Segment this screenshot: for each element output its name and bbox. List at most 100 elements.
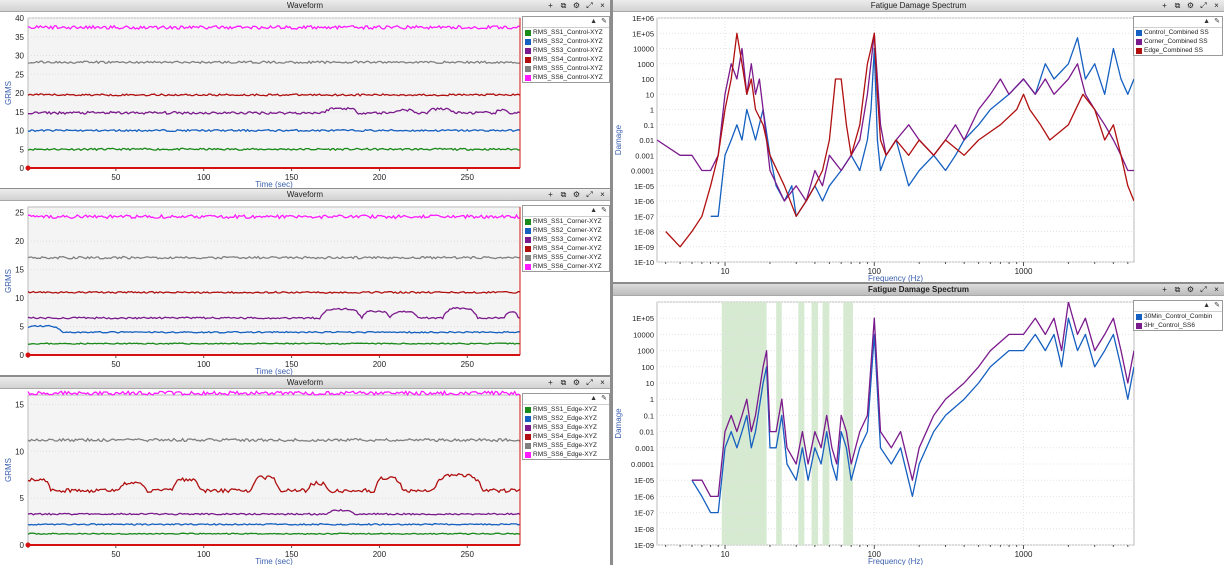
waveform-chart[interactable]: 0 5 10 15 20 25 30 35 40 50 100 150 200 250 Time (sec)… (0, 12, 610, 188)
x-tick-label: 10 (721, 267, 730, 276)
waveform-chart[interactable]: 0 5 10 15 20 25 50 100 150 200 250 Time (sec) GRMS (0, 201, 610, 375)
legend-item[interactable]: RMS_SS3_Corner-XYZ (523, 235, 609, 244)
series-line (27, 290, 520, 294)
edit-icon[interactable]: ✎ (601, 18, 607, 25)
series-line (28, 106, 521, 116)
legend-label: RMS_SS2_Control-XYZ (533, 38, 603, 45)
legend-item[interactable]: RMS_SS6_Corner-XYZ (523, 262, 609, 271)
y-tick-label: 35 (15, 33, 24, 42)
legend-item[interactable]: Edge_Combined SS (1134, 46, 1222, 55)
copy-icon[interactable]: ⧉ (560, 190, 567, 199)
add-icon[interactable]: + (1162, 1, 1167, 10)
y-tick-label: 10 (646, 379, 654, 388)
legend-label: RMS_SS3_Edge-XYZ (533, 424, 597, 431)
legend-item[interactable]: RMS_SS2_Control-XYZ (523, 37, 609, 46)
legend-item[interactable]: RMS_SS3_Edge-XYZ (523, 423, 609, 432)
legend-item[interactable]: RMS_SS4_Edge-XYZ (523, 432, 609, 441)
collapse-icon[interactable]: ▲ (1203, 18, 1210, 25)
legend-item[interactable]: 3Hr_Control_SS6 (1134, 321, 1222, 330)
maximize-icon[interactable]: ⤢ (586, 190, 593, 199)
gear-icon[interactable]: ⚙ (572, 190, 581, 199)
copy-icon[interactable]: ⧉ (1174, 285, 1181, 294)
edit-icon[interactable]: ✎ (601, 207, 607, 214)
x-tick-label: 200 (373, 173, 387, 182)
legend-header: ▲ ✎ (1134, 17, 1222, 28)
panel-titlebar[interactable]: Waveform + ⧉ ⚙ ⤢ × (0, 377, 610, 389)
collapse-icon[interactable]: ▲ (1203, 302, 1210, 309)
legend-item[interactable]: RMS_SS6_Edge-XYZ (523, 450, 609, 459)
close-icon[interactable]: × (600, 378, 605, 387)
add-icon[interactable]: + (548, 190, 553, 199)
legend-item[interactable]: Control_Combined SS (1134, 28, 1222, 37)
y-tick-label: 1E-06 (634, 492, 654, 501)
panel-titlebar[interactable]: Fatigue Damage Spectrum + ⧉ ⚙ ⤢ × (613, 0, 1224, 12)
legend-item[interactable]: 30Min_Control_Combin (1134, 312, 1222, 321)
x-axis-label: Time (sec) (255, 557, 293, 565)
edit-icon[interactable]: ✎ (1214, 18, 1220, 25)
add-icon[interactable]: + (548, 378, 553, 387)
edit-icon[interactable]: ✎ (1214, 302, 1220, 309)
series-line (28, 128, 521, 133)
y-tick-label: 0.0001 (631, 167, 654, 176)
close-icon[interactable]: × (600, 190, 605, 199)
close-icon[interactable]: × (1214, 1, 1219, 10)
y-tick-label: 1000 (637, 347, 654, 356)
copy-icon[interactable]: ⧉ (1174, 1, 1181, 10)
close-icon[interactable]: × (600, 1, 605, 10)
x-tick-label: 200 (373, 550, 387, 559)
legend-label: Edge_Combined SS (1144, 47, 1203, 54)
legend-item[interactable]: RMS_SS2_Edge-XYZ (523, 414, 609, 423)
gear-icon[interactable]: ⚙ (572, 378, 581, 387)
legend-item[interactable]: RMS_SS1_Control-XYZ (523, 28, 609, 37)
legend-label: 30Min_Control_Combin (1144, 313, 1213, 320)
legend-item[interactable]: RMS_SS1_Corner-XYZ (523, 217, 609, 226)
collapse-icon[interactable]: ▲ (590, 395, 597, 402)
panel-titlebar[interactable]: Waveform + ⧉ ⚙ ⤢ × (0, 0, 610, 12)
maximize-icon[interactable]: ⤢ (586, 1, 593, 10)
fds-chart[interactable]: 1E-09 1E-08 1E-07 1E-06 1E-05 0.0001 0.001 0.01… (613, 296, 1224, 565)
legend-swatch (525, 406, 531, 413)
x-tick-label: 150 (285, 550, 299, 559)
legend-label: RMS_SS1_Corner-XYZ (533, 218, 602, 225)
copy-icon[interactable]: ⧉ (560, 1, 567, 10)
legend-item[interactable]: RMS_SS1_Edge-XYZ (523, 405, 609, 414)
x-tick-label: 50 (111, 173, 120, 182)
collapse-icon[interactable]: ▲ (590, 207, 597, 214)
y-tick-label: 1E-06 (634, 197, 654, 206)
y-tick-label: 1E+06 (632, 14, 654, 23)
legend-swatch (1136, 313, 1142, 320)
legend-item[interactable]: RMS_SS4_Control-XYZ (523, 55, 609, 64)
highlight-band (843, 302, 853, 545)
collapse-icon[interactable]: ▲ (590, 18, 597, 25)
edit-icon[interactable]: ✎ (601, 395, 607, 402)
legend-item[interactable]: RMS_SS5_Control-XYZ (523, 64, 609, 73)
gear-icon[interactable]: ⚙ (1186, 285, 1195, 294)
maximize-icon[interactable]: ⤢ (586, 378, 593, 387)
waveform-chart[interactable]: 0 5 10 15 50 100 150 200 250 Time (sec) GRMS (0, 389, 610, 565)
add-icon[interactable]: + (1162, 285, 1167, 294)
fds-chart[interactable]: 1E-10 1E-09 1E-08 1E-07 1E-06 1E-05 0.0001 0.00… (613, 12, 1224, 282)
copy-icon[interactable]: ⧉ (560, 378, 567, 387)
y-tick-label: 10 (15, 294, 24, 303)
gear-icon[interactable]: ⚙ (1186, 1, 1195, 10)
maximize-icon[interactable]: ⤢ (1200, 1, 1207, 10)
panel-titlebar[interactable]: Fatigue Damage Spectrum + ⧉ ⚙ ⤢ × (613, 284, 1224, 296)
legend-item[interactable]: RMS_SS5_Edge-XYZ (523, 441, 609, 450)
legend-item[interactable]: RMS_SS4_Corner-XYZ (523, 244, 609, 253)
maximize-icon[interactable]: ⤢ (1200, 285, 1207, 294)
legend-item[interactable]: RMS_SS5_Corner-XYZ (523, 253, 609, 262)
legend-item[interactable]: RMS_SS3_Control-XYZ (523, 46, 609, 55)
y-tick-label: 20 (15, 237, 24, 246)
y-tick-label: 1E-08 (634, 228, 654, 237)
panel-titlebar[interactable]: Waveform + ⧉ ⚙ ⤢ × (0, 189, 610, 201)
legend-item[interactable]: Corner_Combined SS (1134, 37, 1222, 46)
y-tick-label: 15 (15, 266, 24, 275)
y-tick-label: 15 (15, 400, 24, 409)
add-icon[interactable]: + (548, 1, 553, 10)
legend-item[interactable]: RMS_SS6_Control-XYZ (523, 73, 609, 82)
legend-item[interactable]: RMS_SS2_Corner-XYZ (523, 226, 609, 235)
close-icon[interactable]: × (1214, 285, 1219, 294)
legend: ▲ ✎ RMS_SS1_Corner-XYZ RMS_SS2_Corner-XYZ RM… (522, 205, 610, 272)
legend-swatch (525, 424, 531, 431)
gear-icon[interactable]: ⚙ (572, 1, 581, 10)
